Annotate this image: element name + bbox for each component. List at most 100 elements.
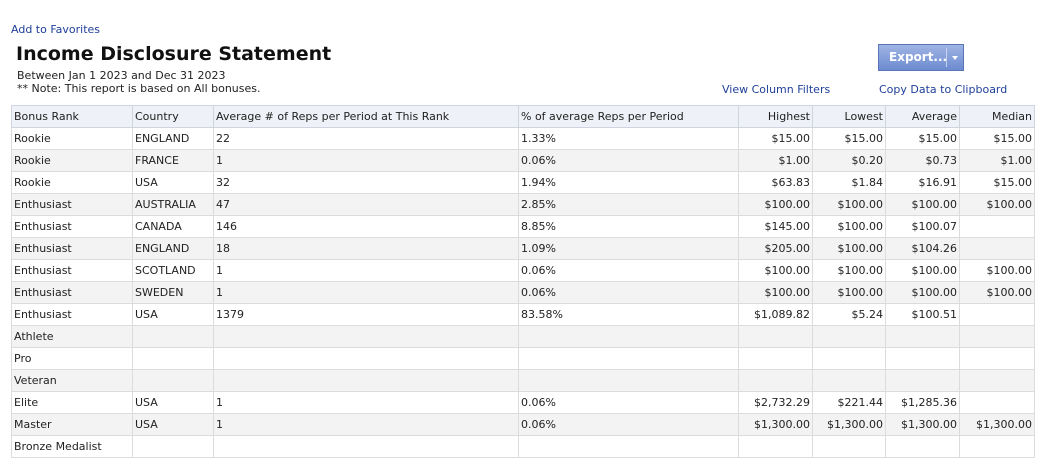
table-cell: $104.26 — [885, 237, 960, 260]
table-cell: $100.51 — [885, 303, 960, 326]
table-cell: $16.91 — [885, 171, 960, 194]
table-cell: $100.00 — [959, 259, 1035, 282]
table-cell: $1,089.82 — [738, 303, 813, 326]
copy-link[interactable]: Copy Data to Clipboard — [879, 83, 1008, 96]
table-cell — [738, 325, 813, 348]
table-cell: $1.00 — [959, 149, 1035, 172]
table-cell — [518, 435, 739, 458]
table-cell: $100.00 — [812, 237, 886, 260]
report-table: Bonus Rank Country Average # of Reps per P… — [11, 105, 1035, 458]
table-cell: $63.83 — [738, 171, 813, 194]
table-cell: 1 — [213, 259, 519, 282]
column-header: Lowest — [812, 105, 886, 128]
table-cell: CANADA — [132, 215, 214, 238]
table-cell: Rookie — [11, 127, 133, 150]
table-cell: $1,300.00 — [812, 413, 886, 436]
table-cell: 1 — [213, 149, 519, 172]
export-button[interactable]: Export... — [878, 44, 964, 71]
report-title: Income Disclosure Statement — [16, 43, 332, 65]
column-header: Median — [959, 105, 1035, 128]
table-cell: 1.94% — [518, 171, 739, 194]
table-cell: $1,300.00 — [738, 413, 813, 436]
table-cell: 1 — [213, 413, 519, 436]
table-cell — [132, 325, 214, 348]
table-cell: $2,732.29 — [738, 391, 813, 414]
table-cell — [213, 325, 519, 348]
table-cell: $145.00 — [738, 215, 813, 238]
table-cell: 1379 — [213, 303, 519, 326]
export-label: Export... — [889, 50, 948, 64]
table-cell — [738, 369, 813, 392]
table-row: Bronze Medalist — [11, 435, 1035, 458]
table-row: Pro — [11, 347, 1035, 370]
table-cell — [518, 369, 739, 392]
table-cell: $1,300.00 — [959, 413, 1035, 436]
table-cell: $100.00 — [885, 281, 960, 304]
table-cell: $100.00 — [812, 193, 886, 216]
table-cell — [812, 325, 886, 348]
column-header: % of average Reps per Period — [518, 105, 739, 128]
table-cell: Rookie — [11, 149, 133, 172]
table-cell — [885, 369, 960, 392]
table-cell: $100.00 — [885, 259, 960, 282]
table-row: Enthusiast USA 1379 83.58% $1,089.82 $5.24 $10… — [11, 303, 1035, 326]
table-row: Athlete — [11, 325, 1035, 348]
table-cell — [812, 369, 886, 392]
table-cell — [885, 347, 960, 370]
table-cell: $100.00 — [738, 259, 813, 282]
table-row: Enthusiast SCOTLAND 1 0.06% $100.00 $100.00 $1… — [11, 259, 1035, 282]
table-cell: 22 — [213, 127, 519, 150]
table-cell: $0.20 — [812, 149, 886, 172]
table-cell: $15.00 — [885, 127, 960, 150]
table-cell: $15.00 — [959, 127, 1035, 150]
table-cell: $100.00 — [959, 281, 1035, 304]
table-cell — [213, 347, 519, 370]
table-cell — [959, 435, 1035, 458]
table-cell — [959, 369, 1035, 392]
table-cell: $15.00 — [738, 127, 813, 150]
table-cell: USA — [132, 303, 214, 326]
table-cell: Master — [11, 413, 133, 436]
table-cell: Enthusiast — [11, 259, 133, 282]
table-cell — [959, 325, 1035, 348]
table-cell — [738, 435, 813, 458]
table-cell: Enthusiast — [11, 281, 133, 304]
column-header: Country — [132, 105, 214, 128]
export-dropdown[interactable] — [946, 48, 963, 67]
table-cell: ENGLAND — [132, 237, 214, 260]
table-cell: 8.85% — [518, 215, 739, 238]
filters-link[interactable]: View Column Filters — [722, 83, 831, 96]
table-cell: USA — [132, 391, 214, 414]
table-cell: Rookie — [11, 171, 133, 194]
table-row: Rookie ENGLAND 22 1.33% $15.00 $15.00 $15.00 $1… — [11, 127, 1035, 150]
table-cell — [132, 347, 214, 370]
table-cell: $100.00 — [959, 193, 1035, 216]
table-cell: Bronze Medalist — [11, 435, 133, 458]
table-cell: Enthusiast — [11, 193, 133, 216]
table-row: Veteran — [11, 369, 1035, 392]
table-cell: 83.58% — [518, 303, 739, 326]
table-cell — [738, 347, 813, 370]
table-cell — [213, 369, 519, 392]
report-note: ** Note: This report is based on All bon… — [17, 82, 261, 95]
table-cell: $100.00 — [738, 193, 813, 216]
favorites-link[interactable]: Add to Favorites — [11, 23, 101, 36]
table-cell: $100.00 — [738, 281, 813, 304]
table-cell: 18 — [213, 237, 519, 260]
table-cell: $100.00 — [885, 193, 960, 216]
table-cell: ENGLAND — [132, 127, 214, 150]
table-cell: 2.85% — [518, 193, 739, 216]
table-cell: 0.06% — [518, 281, 739, 304]
table-cell: 1 — [213, 281, 519, 304]
table-row: Rookie FRANCE 1 0.06% $1.00 $0.20 $0.73 $1.00 — [11, 149, 1035, 172]
table-cell: Elite — [11, 391, 133, 414]
table-cell: $1.00 — [738, 149, 813, 172]
table-row: Rookie USA 32 1.94% $63.83 $1.84 $16.91 $15.00 — [11, 171, 1035, 194]
table-row: Enthusiast SWEDEN 1 0.06% $100.00 $100.00 $100… — [11, 281, 1035, 304]
table-cell: $205.00 — [738, 237, 813, 260]
table-cell: 1.09% — [518, 237, 739, 260]
table-cell — [213, 435, 519, 458]
table-cell: 0.06% — [518, 259, 739, 282]
table-cell: $100.00 — [812, 259, 886, 282]
table-cell: SWEDEN — [132, 281, 214, 304]
